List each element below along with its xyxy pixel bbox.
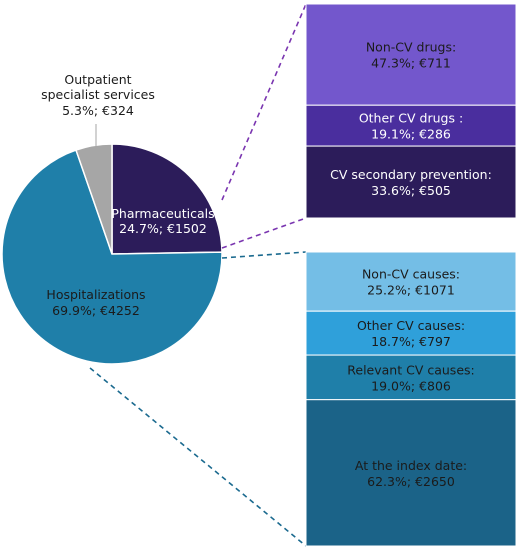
hosp-segment-2	[305, 354, 517, 401]
hosp-segment-0	[305, 251, 517, 312]
connector-line-pharma-bottom	[221, 217, 307, 249]
pie-slice-pharmaceuticals	[111, 143, 223, 255]
connector-line-hosp-bottom	[89, 367, 307, 547]
hosp-segment-label-2: Relevant CV causes:	[347, 362, 474, 377]
hosp-segment-label-0: Non-CV causes:	[362, 267, 460, 282]
pharma-segment-2	[305, 145, 517, 219]
pharma-segment-value-2: 33.6%; €505	[371, 183, 451, 198]
pharma-segment-1	[305, 104, 517, 147]
pie-value-outpatient: 5.3%; €324	[62, 103, 134, 118]
pharmaceuticals-connectors	[221, 3, 307, 249]
pie-value-hospitalizations: 69.9%; €4252	[52, 303, 140, 318]
pharmaceuticals-breakdown-bar: Non-CV drugs:47.3%; €711 Other CV drugs :…	[305, 3, 517, 219]
pie-label-pharmaceuticals: Pharmaceuticals	[111, 206, 214, 221]
hosp-segment-value-3: 62.3%; €2650	[367, 474, 455, 489]
hospitalizations-connectors	[89, 251, 307, 547]
pie-label-outpatient-line2: specialist services	[41, 87, 155, 102]
pie-label-outpatient-line1: Outpatient	[64, 72, 131, 87]
pharma-segment-label-0: Non-CV drugs:	[366, 40, 456, 55]
pharma-segment-0	[305, 3, 517, 106]
hosp-segment-value-2: 19.0%; €806	[371, 378, 451, 393]
hospitalizations-breakdown-bar: Non-CV causes:25.2%; €1071 Other CV cause…	[305, 251, 517, 547]
hosp-segment-label-3: At the index date:	[355, 458, 467, 473]
pie-value-pharmaceuticals: 24.7%; €1502	[119, 221, 207, 236]
connector-line-pharma-top	[221, 3, 307, 201]
pie-slice-outpatient	[75, 143, 113, 255]
hosp-segment-value-1: 18.7%; €797	[371, 334, 451, 349]
hosp-segment-3	[305, 399, 517, 547]
pharma-segment-value-0: 47.3%; €711	[371, 56, 451, 71]
pharma-segment-label-1: Other CV drugs :	[359, 111, 463, 126]
hosp-segment-value-0: 25.2%; €1071	[367, 283, 455, 298]
pharma-segment-label-2: CV secondary prevention:	[330, 167, 492, 182]
hosp-segment-label-1: Other CV causes:	[357, 318, 465, 333]
pie-chart: Pharmaceuticals 24.7%; €1502 Hospitaliza…	[1, 72, 223, 365]
connector-line-hosp-top	[221, 251, 307, 259]
pharma-segment-value-1: 19.1%; €286	[371, 127, 451, 142]
hosp-segment-1	[305, 310, 517, 356]
pie-label-hospitalizations: Hospitalizations	[46, 287, 145, 302]
pie-slice-hospitalizations	[1, 149, 223, 365]
